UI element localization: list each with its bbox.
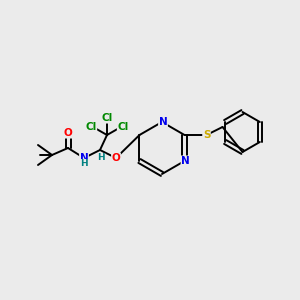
Text: Cl: Cl <box>85 122 97 132</box>
Text: N: N <box>80 153 88 163</box>
Text: O: O <box>64 128 72 138</box>
Text: H: H <box>80 160 88 169</box>
Text: Cl: Cl <box>101 113 112 123</box>
Text: Cl: Cl <box>117 122 129 132</box>
Text: N: N <box>159 117 167 127</box>
Text: N: N <box>181 156 190 166</box>
Text: H: H <box>97 154 105 163</box>
Text: S: S <box>203 130 210 140</box>
Text: O: O <box>112 153 120 163</box>
